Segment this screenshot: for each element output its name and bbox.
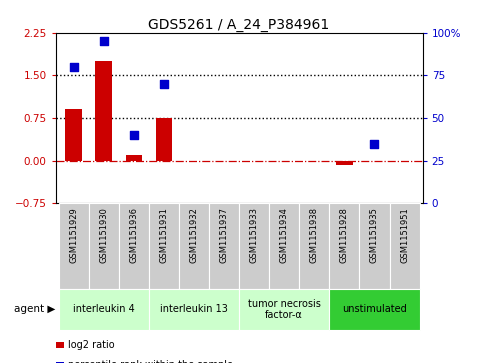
Text: interleukin 4: interleukin 4 [73, 305, 135, 314]
Text: GSM1151932: GSM1151932 [189, 207, 199, 263]
Text: GSM1151938: GSM1151938 [310, 207, 319, 263]
Point [70, 64, 77, 70]
Bar [96, 61, 112, 160]
Text: percentile rank within the sample: percentile rank within the sample [68, 360, 233, 363]
Text: GSM1151937: GSM1151937 [220, 207, 228, 263]
Bar [126, 155, 142, 160]
Text: tumor necrosis
factor-α: tumor necrosis factor-α [248, 299, 321, 320]
Bar [156, 118, 172, 160]
Point [100, 38, 108, 44]
Text: GSM1151934: GSM1151934 [280, 207, 289, 263]
Point [370, 141, 378, 147]
Text: GSM1151930: GSM1151930 [99, 207, 108, 263]
Point [160, 81, 168, 87]
Text: interleukin 13: interleukin 13 [160, 305, 228, 314]
Point [130, 132, 138, 138]
Text: log2 ratio: log2 ratio [68, 340, 115, 350]
Bar [336, 160, 353, 165]
Text: GSM1151951: GSM1151951 [400, 207, 409, 263]
Bar [65, 110, 82, 160]
Title: GDS5261 / A_24_P384961: GDS5261 / A_24_P384961 [148, 18, 330, 32]
Text: GSM1151931: GSM1151931 [159, 207, 169, 263]
Text: GSM1151933: GSM1151933 [250, 207, 258, 263]
Text: GSM1151935: GSM1151935 [370, 207, 379, 263]
Text: GSM1151928: GSM1151928 [340, 207, 349, 263]
Text: GSM1151936: GSM1151936 [129, 207, 138, 263]
Text: agent ▶: agent ▶ [14, 305, 56, 314]
Text: GSM1151929: GSM1151929 [69, 207, 78, 263]
Text: unstimulated: unstimulated [342, 305, 407, 314]
